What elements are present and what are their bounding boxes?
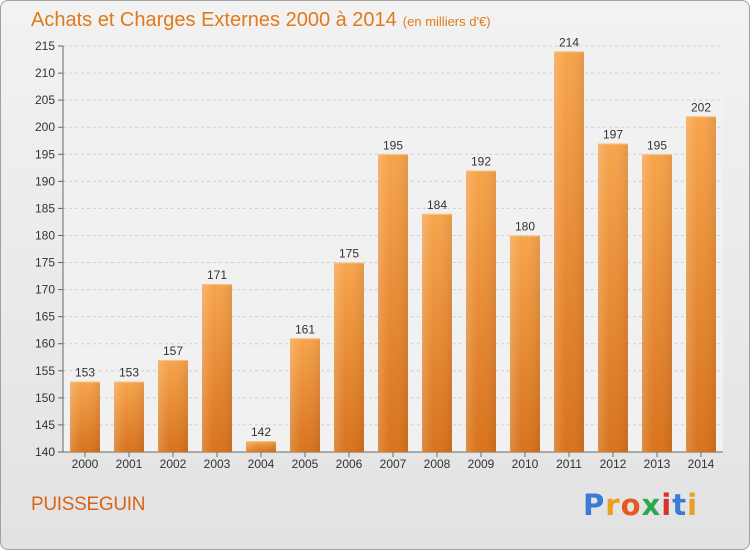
data-label: 184 — [427, 198, 447, 212]
data-label: 171 — [207, 268, 227, 282]
data-label: 195 — [647, 138, 667, 152]
bar-shade — [70, 381, 100, 452]
logo-letter: x — [641, 488, 662, 522]
bar-shade — [466, 170, 496, 453]
x-tick-label: 2014 — [688, 457, 715, 471]
bar-shade — [114, 381, 144, 452]
y-tick-label: 160 — [35, 337, 55, 351]
logo-letter: r — [605, 488, 621, 522]
bar-shade — [510, 235, 540, 452]
y-tick-label: 140 — [35, 445, 55, 459]
y-tick-label: 205 — [35, 93, 55, 107]
data-label: 195 — [383, 138, 403, 152]
x-tick-label: 2004 — [248, 457, 275, 471]
x-tick-label: 2001 — [116, 457, 143, 471]
x-tick-label: 2000 — [72, 457, 99, 471]
bar-shade — [158, 359, 188, 452]
data-label: 153 — [119, 366, 139, 380]
data-label: 142 — [251, 425, 271, 439]
data-label: 192 — [471, 155, 491, 169]
y-tick-label: 215 — [35, 39, 55, 53]
logo-letter: o — [620, 488, 642, 522]
data-label: 214 — [559, 35, 579, 49]
x-tick-label: 2012 — [600, 457, 627, 471]
x-tick-label: 2011 — [556, 457, 582, 471]
y-tick-label: 145 — [35, 418, 55, 432]
bar-shade — [202, 284, 232, 452]
logo-letter: t — [672, 488, 688, 522]
data-label: 202 — [691, 100, 711, 114]
location-label: PUISSEGUIN — [31, 494, 146, 515]
x-tick-label: 2006 — [336, 457, 363, 471]
bar-shade — [290, 338, 320, 452]
x-tick-label: 2013 — [644, 457, 671, 471]
y-tick-label: 180 — [35, 228, 55, 242]
x-tick-label: 2005 — [292, 457, 319, 471]
data-label: 153 — [75, 366, 95, 380]
bar-shade — [422, 213, 452, 452]
x-tick-label: 2007 — [380, 457, 407, 471]
y-tick-label: 165 — [35, 310, 55, 324]
x-tick-label: 2002 — [160, 457, 187, 471]
bar-shade — [378, 154, 408, 452]
proxiti-logo: Proxiti — [583, 488, 698, 522]
y-tick-label: 210 — [35, 66, 55, 80]
y-tick-label: 195 — [35, 147, 55, 161]
logo-letter: i — [661, 488, 673, 522]
x-tick-label: 2010 — [512, 457, 539, 471]
y-tick-label: 150 — [35, 391, 55, 405]
bar-shade — [598, 143, 628, 452]
x-tick-label: 2008 — [424, 457, 451, 471]
data-label: 180 — [515, 219, 535, 233]
bar-shade — [642, 154, 672, 452]
data-label: 157 — [163, 344, 183, 358]
chart-title: Achats et Charges Externes 2000 à 2014 (e… — [31, 9, 491, 32]
data-label: 175 — [339, 247, 359, 261]
bar-shade — [686, 116, 716, 452]
y-tick-label: 170 — [35, 283, 55, 297]
bar-shade — [334, 262, 364, 452]
x-tick-label: 2009 — [468, 457, 495, 471]
logo-letter: P — [583, 488, 606, 522]
y-tick-label: 155 — [35, 364, 55, 378]
y-tick-label: 175 — [35, 256, 55, 270]
data-label: 197 — [603, 127, 623, 141]
chart-title-text: Achats et Charges Externes 2000 à 2014 — [31, 9, 397, 31]
bar-shade — [246, 441, 276, 452]
y-tick-label: 190 — [35, 174, 55, 188]
y-tick-label: 185 — [35, 201, 55, 215]
x-tick-label: 2003 — [204, 457, 231, 471]
logo-letter: i — [687, 488, 699, 522]
data-label: 161 — [295, 322, 315, 336]
y-tick-label: 200 — [35, 120, 55, 134]
chart-subtitle: (en milliers d'€) — [402, 14, 491, 29]
bar-shade — [554, 51, 584, 453]
